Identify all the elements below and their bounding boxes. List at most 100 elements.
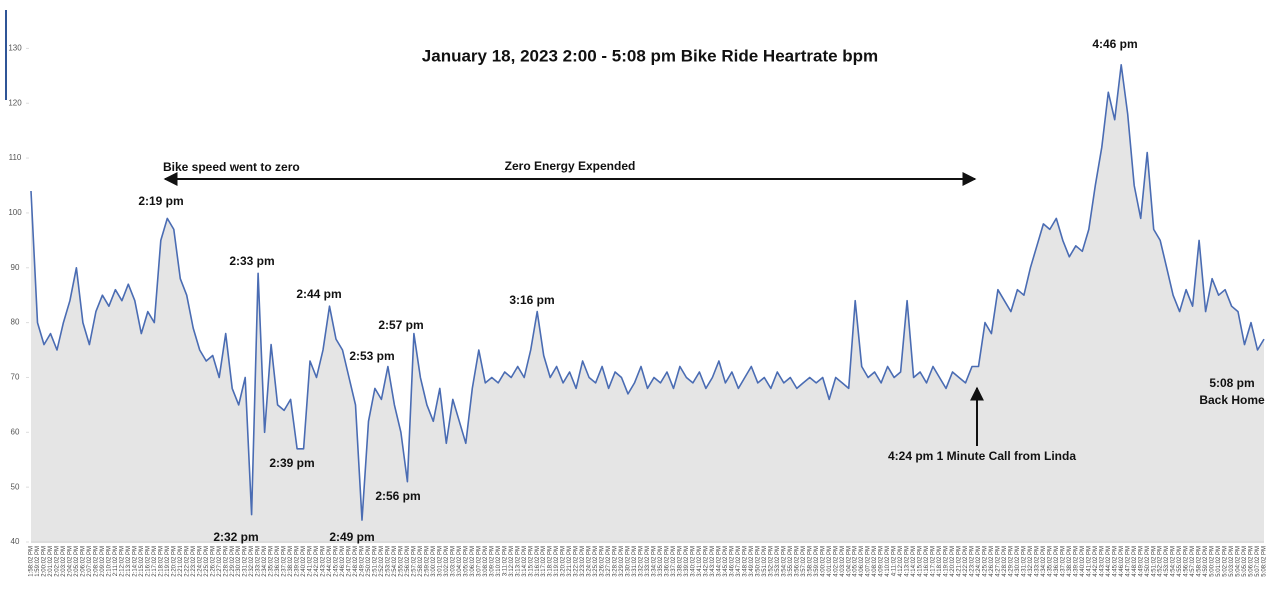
x-tick-label: 4:49:02 PM xyxy=(1138,546,1144,577)
x-tick-label: 3:47:02 PM xyxy=(736,546,742,577)
x-tick-label: 2:05:02 PM xyxy=(74,546,80,577)
x-tick-label: 2:39:02 PM xyxy=(295,546,301,577)
x-tick-label: 2:28:02 PM xyxy=(223,546,229,577)
y-tick-label: 100 xyxy=(8,208,22,217)
x-tick-label: 4:06:02 PM xyxy=(859,546,865,577)
x-tick-label: 4:02:02 PM xyxy=(833,546,839,577)
x-tick-label: 4:03:02 PM xyxy=(840,546,846,577)
x-tick-label: 4:56:02 PM xyxy=(1184,546,1190,577)
x-tick-label: 4:01:02 PM xyxy=(827,546,833,577)
x-tick-label: 3:01:02 PM xyxy=(437,546,443,577)
x-tick-label: 3:07:02 PM xyxy=(476,546,482,577)
x-tick-label: 1:59:02 PM xyxy=(35,546,41,577)
x-tick-label: 2:35:02 PM xyxy=(269,546,275,577)
x-tick-label: 4:36:02 PM xyxy=(1054,546,1060,577)
x-tick-label: 3:37:02 PM xyxy=(671,546,677,577)
x-tick-label: 2:36:02 PM xyxy=(275,546,281,577)
x-tick-label: 2:56:02 PM xyxy=(405,546,411,577)
y-tick-label: 110 xyxy=(9,153,22,162)
x-tick-label: 5:03:02 PM xyxy=(1229,546,1235,577)
x-tick-label: 2:27:02 PM xyxy=(217,546,223,577)
x-tick-label: 4:13:02 PM xyxy=(905,546,911,577)
x-tick-label: 4:29:02 PM xyxy=(1008,546,1014,577)
x-tick-label: 3:27:02 PM xyxy=(606,546,612,577)
x-tick-label: 2:46:02 PM xyxy=(340,546,346,577)
y-tick-label: 50 xyxy=(11,482,20,491)
x-tick-label: 3:51:02 PM xyxy=(762,546,768,577)
x-tick-label: 5:02:02 PM xyxy=(1223,546,1229,577)
x-tick-label: 2:10:02 PM xyxy=(106,546,112,577)
x-tick-label: 4:53:02 PM xyxy=(1164,546,1170,577)
x-tick-label: 3:39:02 PM xyxy=(684,546,690,577)
y-tick-label: 90 xyxy=(11,263,20,272)
x-tick-label: 4:30:02 PM xyxy=(1015,546,1021,577)
x-tick-label: 4:12:02 PM xyxy=(898,546,904,577)
x-tick-label: 2:23:02 PM xyxy=(191,546,197,577)
annotation: 5:08 pm xyxy=(1209,376,1254,390)
x-tick-label: 3:09:02 PM xyxy=(489,546,495,577)
x-tick-label: 4:31:02 PM xyxy=(1021,546,1027,577)
x-tick-label: 2:07:02 PM xyxy=(87,546,93,577)
x-tick-label: 3:00:02 PM xyxy=(431,546,437,577)
y-tick-label: 60 xyxy=(11,427,20,436)
x-tick-label: 4:11:02 PM xyxy=(892,546,898,576)
x-tick-label: 2:01:02 PM xyxy=(48,546,54,577)
x-tick-label: 2:16:02 PM xyxy=(145,546,151,577)
x-tick-label: 2:12:02 PM xyxy=(119,546,125,577)
x-tick-label: 3:48:02 PM xyxy=(742,546,748,577)
x-tick-label: 4:51:02 PM xyxy=(1151,546,1157,577)
x-tick-label: 3:56:02 PM xyxy=(794,546,800,577)
x-tick-label: 5:07:02 PM xyxy=(1255,546,1261,577)
x-tick-label: 5:04:02 PM xyxy=(1236,546,1242,577)
x-tick-label: 4:07:02 PM xyxy=(866,546,872,577)
x-tick-label: 3:23:02 PM xyxy=(580,546,586,577)
x-tick-label: 2:58:02 PM xyxy=(418,546,424,577)
x-tick-label: 4:26:02 PM xyxy=(989,546,995,577)
x-tick-label: 3:18:02 PM xyxy=(548,546,554,577)
annotation: 2:56 pm xyxy=(375,489,420,503)
x-tick-label: 4:58:02 PM xyxy=(1197,546,1203,577)
x-tick-label: 4:42:02 PM xyxy=(1093,546,1099,577)
plot-area: 40 50 60 70 80 90 100 110 120 130 1:58:02 PM 1:59:0… xyxy=(8,44,1267,577)
x-tick-label: 2:55:02 PM xyxy=(398,546,404,577)
x-tick-label: 2:48:02 PM xyxy=(353,546,359,577)
x-tick-label: 2:04:02 PM xyxy=(68,546,74,577)
x-tick-label: 3:02:02 PM xyxy=(444,546,450,577)
x-tick-label: 4:47:02 PM xyxy=(1125,546,1131,577)
annotation: 2:44 pm xyxy=(296,287,341,301)
x-tick-label: 4:05:02 PM xyxy=(853,546,859,577)
x-tick-label: 4:38:02 PM xyxy=(1067,546,1073,577)
x-tick-label: 3:21:02 PM xyxy=(567,546,573,577)
x-tick-label: 3:03:02 PM xyxy=(450,546,456,577)
x-tick-label: 4:52:02 PM xyxy=(1158,546,1164,577)
x-tick-label: 3:57:02 PM xyxy=(801,546,807,577)
x-tick-label: 4:28:02 PM xyxy=(1002,546,1008,577)
x-tick-label: 3:31:02 PM xyxy=(632,546,638,577)
x-tick-label: 3:14:02 PM xyxy=(522,546,528,577)
x-tick-label: 4:54:02 PM xyxy=(1171,546,1177,577)
x-tick-label: 4:23:02 PM xyxy=(970,546,976,577)
x-tick-label: 5:06:02 PM xyxy=(1249,546,1255,577)
x-tick-label: 2:59:02 PM xyxy=(424,546,430,577)
x-tick-label: 4:22:02 PM xyxy=(963,546,969,577)
x-tick-label: 2:53:02 PM xyxy=(385,546,391,577)
x-tick-label: 4:39:02 PM xyxy=(1073,546,1079,577)
x-tick-label: 4:25:02 PM xyxy=(983,546,989,577)
x-tick-label: 2:17:02 PM xyxy=(152,546,158,577)
x-tick-label: 3:15:02 PM xyxy=(528,546,534,577)
x-tick-label: 3:46:02 PM xyxy=(729,546,735,577)
x-tick-label: 4:55:02 PM xyxy=(1177,546,1183,577)
x-tick-label: 4:34:02 PM xyxy=(1041,546,1047,577)
x-tick-label: 3:12:02 PM xyxy=(509,546,515,577)
x-tick-label: 2:44:02 PM xyxy=(327,546,333,577)
annotation: 2:57 pm xyxy=(378,318,423,332)
annotation: 4:46 pm xyxy=(1092,37,1137,51)
x-tick-label: 3:17:02 PM xyxy=(541,546,547,577)
x-tick-label: 4:17:02 PM xyxy=(931,546,937,577)
x-tick-label: 2:08:02 PM xyxy=(93,546,99,577)
x-tick-label: 2:18:02 PM xyxy=(158,546,164,577)
x-tick-label: 3:54:02 PM xyxy=(781,546,787,577)
annotation: 2:19 pm xyxy=(138,194,183,208)
x-tick-label: 3:53:02 PM xyxy=(775,546,781,577)
